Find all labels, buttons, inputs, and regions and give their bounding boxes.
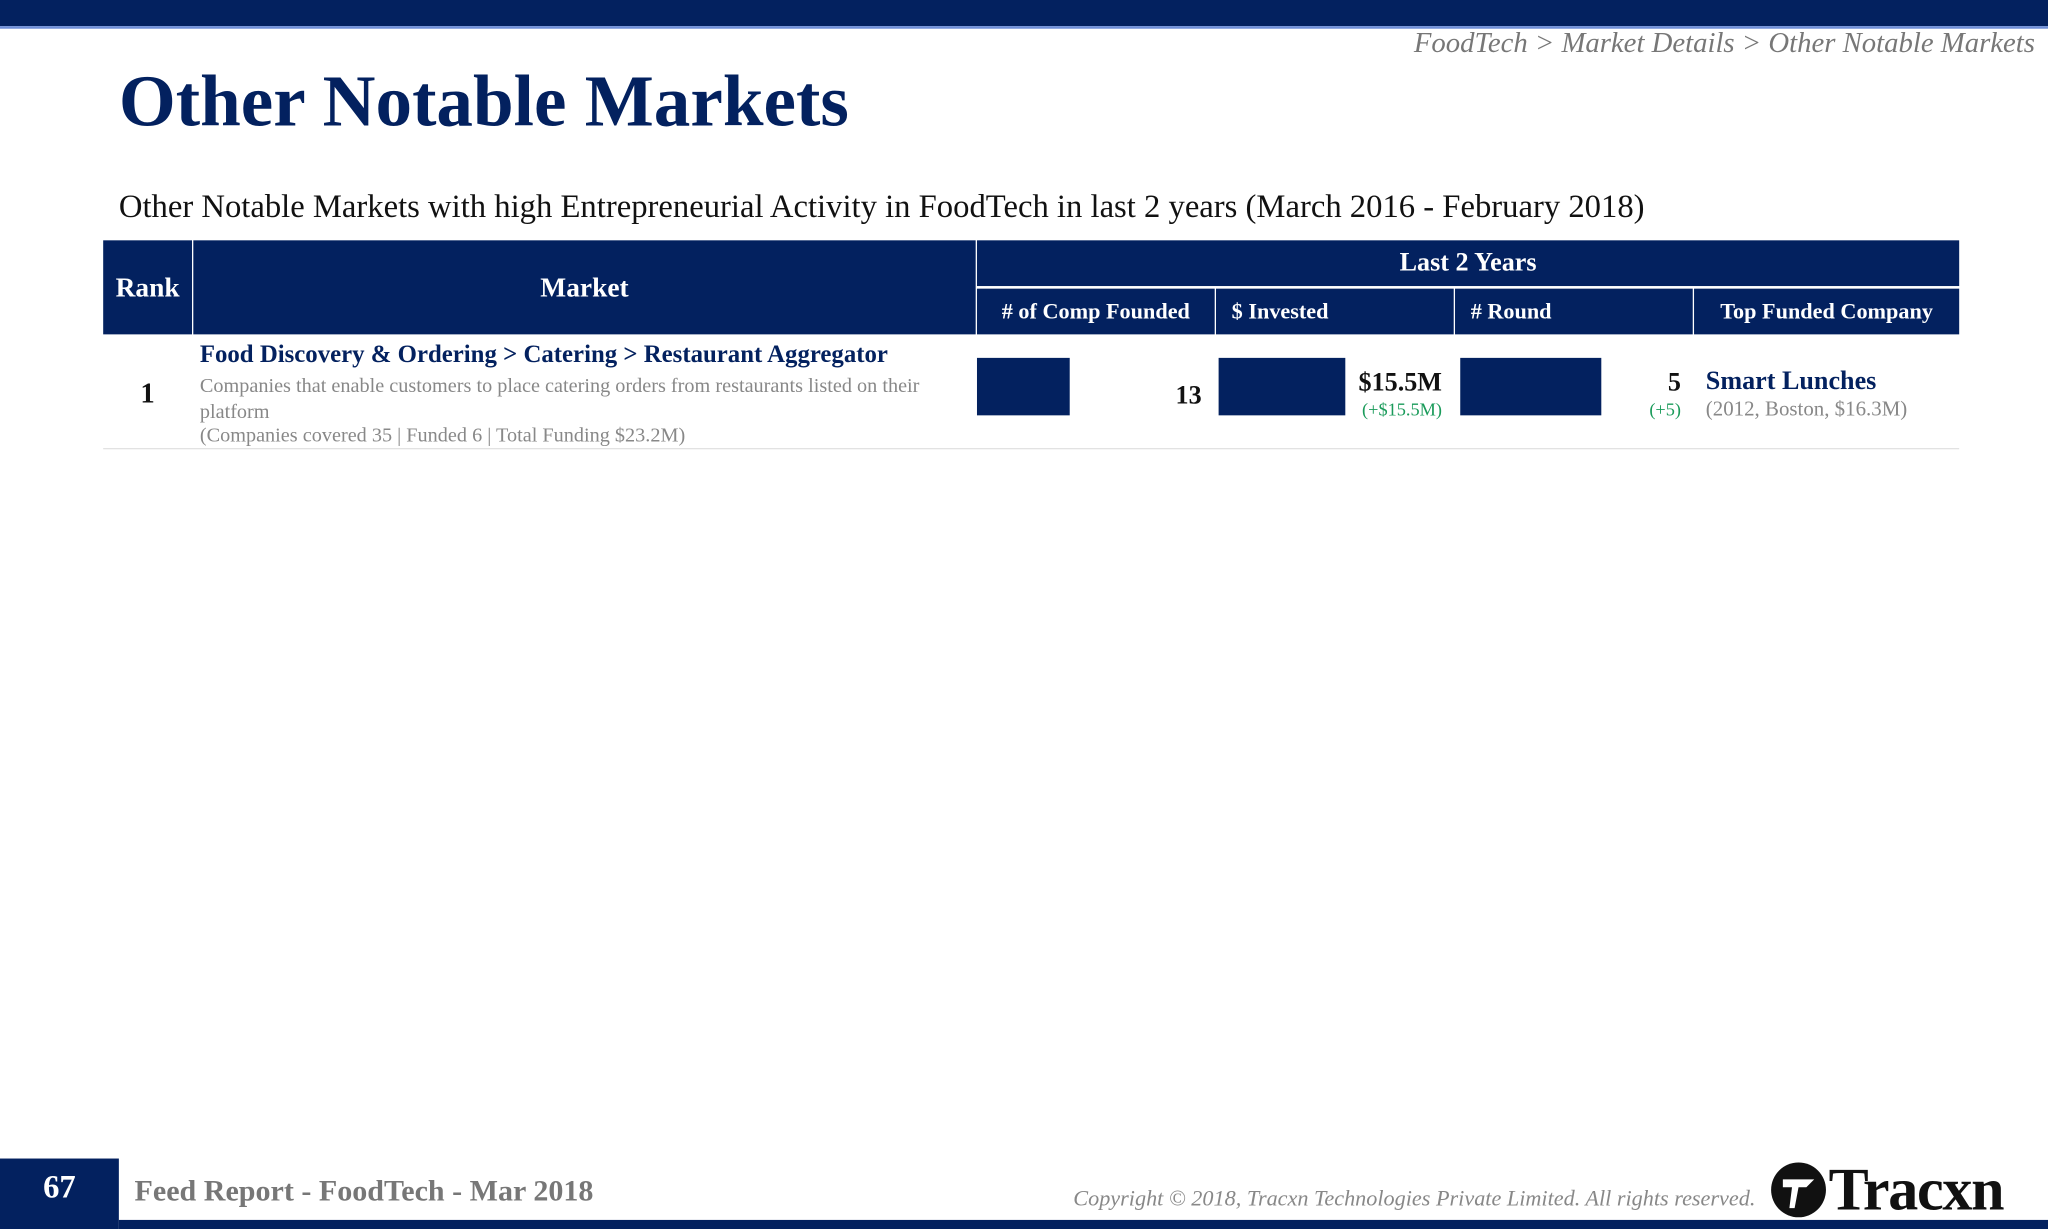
comp-founded: 13 (1175, 381, 1202, 411)
bar (1460, 357, 1602, 416)
top-company-details: (2012, Boston, $16.3M) (1705, 398, 1908, 421)
page-number: 67 (43, 1170, 76, 1206)
header-cell: Market (193, 240, 976, 335)
bottom-bar (118, 1219, 2048, 1229)
header-cell: Rank (103, 240, 192, 335)
breadcrumb: FoodTech > Market Details > Other Notabl… (1413, 26, 2035, 59)
bar (1218, 357, 1346, 416)
copyright: Copyright © 2018, Tracxn Technologies Pr… (1073, 1185, 1756, 1211)
bar (976, 357, 1070, 416)
rounds: 5 (1667, 368, 1681, 398)
market-description: Companies that enable customers to place… (199, 374, 920, 424)
rounds-change: (+5) (1649, 400, 1681, 421)
logo-text: Tracxn (1828, 1155, 2005, 1223)
logo-icon (1771, 1162, 1826, 1218)
header-cell: Last 2 Years (976, 240, 1960, 287)
header-cell: # Round (1455, 288, 1693, 335)
market-name: Food Discovery & Ordering > Catering > R… (199, 340, 888, 369)
top-bar (0, 0, 2048, 27)
top-company: Smart Lunches (1705, 367, 1877, 396)
header-cell: Top Funded Company (1694, 288, 1960, 335)
page-box (0, 1158, 119, 1229)
subtitle: Other Notable Markets with high Entrepre… (118, 189, 1645, 225)
market-coverage: (Companies covered 35 | Funded 6 | Total… (199, 424, 686, 447)
rank: 1 (140, 376, 155, 409)
header-cell: $ Invested (1215, 288, 1454, 335)
report-name: Feed Report - FoodTech - Mar 2018 (134, 1174, 594, 1207)
title: Other Notable Markets (118, 61, 849, 143)
row-border (103, 447, 1960, 450)
invested-change: (+$15.5M) (1362, 400, 1442, 421)
header-cell: # of Comp Founded (976, 288, 1215, 335)
invested: $15.5M (1358, 368, 1442, 398)
top-rule (0, 26, 2048, 29)
